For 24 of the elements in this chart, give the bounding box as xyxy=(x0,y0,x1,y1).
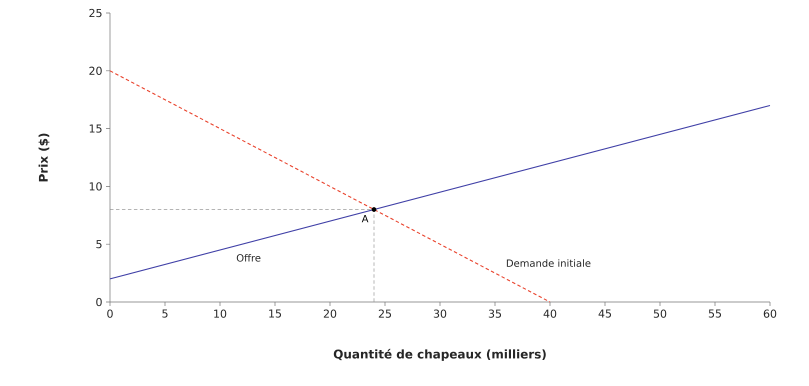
y-axis-title: Prix ($) xyxy=(38,134,50,182)
x-tick-label: 5 xyxy=(162,310,168,318)
x-tick-label: 30 xyxy=(434,310,446,318)
series-label: Demande initiale xyxy=(506,259,590,267)
x-tick-label: 10 xyxy=(214,310,226,318)
y-tick-label: 20 xyxy=(89,66,102,75)
x-tick-label: 55 xyxy=(708,310,722,318)
x-tick-label: 0 xyxy=(107,310,113,318)
x-tick-label: 25 xyxy=(378,310,392,318)
series-label: Offre xyxy=(236,254,260,262)
x-axis-title: Quantité de chapeaux (milliers) xyxy=(334,348,546,361)
x-tick-label: 20 xyxy=(324,310,336,318)
x-tick-label: 50 xyxy=(654,310,666,318)
y-tick-label: 10 xyxy=(90,182,102,191)
x-tick-label: 35 xyxy=(488,310,502,318)
y-tick-label: 25 xyxy=(89,8,102,18)
y-tick-label: 0 xyxy=(96,298,102,306)
x-tick-label: 40 xyxy=(544,310,556,318)
x-tick-label: 15 xyxy=(269,310,282,318)
y-tick-label: 15 xyxy=(90,124,102,133)
y-tick-label: 5 xyxy=(96,240,102,248)
annotation: A xyxy=(362,215,368,222)
x-tick-label: 60 xyxy=(764,310,776,318)
x-tick-label: 45 xyxy=(598,310,612,318)
